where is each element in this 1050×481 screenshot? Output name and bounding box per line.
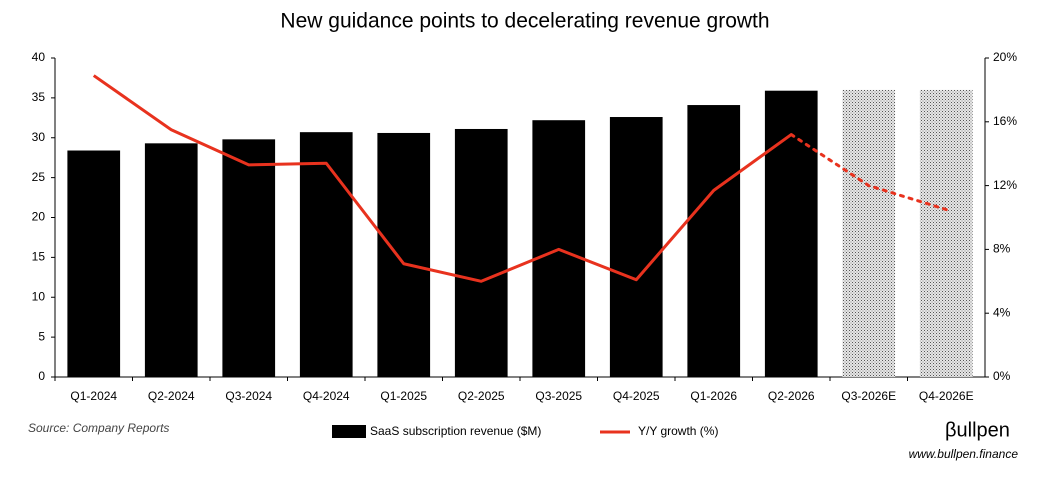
bar bbox=[842, 89, 896, 378]
y2-tick-label: 0% bbox=[993, 369, 1011, 383]
growth-line bbox=[92, 74, 793, 283]
y2-tick-label: 16% bbox=[993, 114, 1017, 128]
legend-label: Y/Y growth (%) bbox=[638, 424, 718, 438]
growth-line-estimate bbox=[789, 133, 948, 212]
x-tick-label: Q4-2024 bbox=[303, 389, 350, 403]
bar bbox=[377, 132, 431, 377]
y-tick-label: 0 bbox=[38, 369, 45, 383]
y-tick-label: 25 bbox=[32, 170, 46, 184]
bar bbox=[144, 143, 198, 377]
y-tick-label: 5 bbox=[38, 329, 45, 343]
bar bbox=[919, 89, 973, 378]
bar bbox=[687, 105, 741, 378]
bar bbox=[222, 139, 276, 377]
y2-tick-label: 4% bbox=[993, 305, 1011, 319]
bar bbox=[454, 128, 508, 377]
x-tick-label: Q1-2026 bbox=[690, 389, 737, 403]
x-tick-label: Q3-2026E bbox=[841, 389, 896, 403]
bar bbox=[764, 90, 818, 377]
x-tick-label: Q3-2024 bbox=[225, 389, 272, 403]
y2-tick-label: 12% bbox=[993, 178, 1017, 192]
y-tick-label: 30 bbox=[32, 130, 46, 144]
x-tick-label: Q2-2026 bbox=[768, 389, 815, 403]
legend-label: SaaS subscription revenue ($M) bbox=[370, 424, 541, 438]
source-note: Source: Company Reports bbox=[28, 421, 169, 435]
x-tick-label: Q4-2025 bbox=[613, 389, 660, 403]
x-tick-label: Q4-2026E bbox=[919, 389, 974, 403]
y-tick-label: 10 bbox=[32, 289, 46, 303]
y2-tick-label: 20% bbox=[993, 50, 1017, 64]
bar bbox=[299, 132, 353, 377]
legend-swatch bbox=[332, 425, 366, 438]
bar bbox=[609, 117, 663, 377]
bar bbox=[67, 150, 121, 377]
x-tick-label: Q2-2024 bbox=[148, 389, 195, 403]
x-tick-label: Q1-2024 bbox=[70, 389, 117, 403]
brand: βullpen bbox=[945, 419, 1010, 441]
y2-tick-label: 8% bbox=[993, 242, 1011, 256]
y-tick-label: 40 bbox=[32, 50, 46, 64]
chart-title: New guidance points to decelerating reve… bbox=[280, 10, 769, 33]
y-tick-label: 15 bbox=[32, 250, 46, 264]
x-tick-label: Q3-2025 bbox=[535, 389, 582, 403]
x-tick-label: Q2-2025 bbox=[458, 389, 505, 403]
y-tick-label: 20 bbox=[32, 210, 46, 224]
y-tick-label: 35 bbox=[32, 90, 46, 104]
website: www.bullpen.finance bbox=[909, 447, 1019, 461]
x-tick-label: Q1-2025 bbox=[380, 389, 427, 403]
